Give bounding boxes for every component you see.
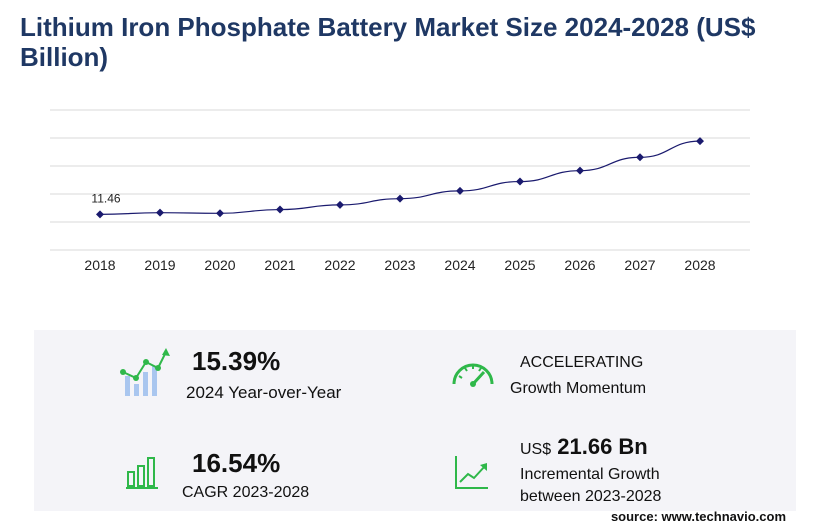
data-point: [156, 208, 164, 217]
cagr-value: 16.54%: [192, 448, 281, 478]
data-point: [276, 205, 284, 214]
data-point: [516, 177, 524, 186]
line-chart: 2018 2019 2020 2021 2022 2023 2024 2025 2026 2027…: [50, 109, 750, 273]
trend-up-icon: [455, 456, 488, 489]
x-axis-ticks: 2018 2019 2020 2021 2022 2023 2024 2025 2026 2027…: [84, 257, 715, 273]
incremental-label-line1: Incremental Growth: [520, 466, 660, 483]
incremental-amount: 21.66 Bn: [557, 434, 648, 459]
x-tick-label: 2024: [444, 257, 475, 273]
source-credit: source: www.technavio.com: [610, 509, 786, 524]
data-point: [216, 209, 224, 218]
data-point: [456, 186, 464, 195]
yoy-value: 15.39%: [192, 346, 281, 376]
momentum-value: ACCELERATING: [520, 354, 644, 371]
data-point: [696, 137, 704, 146]
cagr-label: CAGR 2023-2028: [182, 484, 310, 501]
x-tick-label: 2021: [264, 257, 295, 273]
speedometer-icon: [452, 363, 494, 387]
data-labels: 11.46: [91, 191, 120, 205]
bar-growth-chart-icon: [120, 348, 170, 396]
data-point: [636, 153, 644, 162]
x-tick-label: 2020: [204, 257, 235, 273]
x-tick-label: 2019: [144, 257, 175, 273]
incremental-value: US$ 21.66 Bn: [520, 434, 648, 460]
stats-panel: 15.39% 2024 Year-over-Year ACCELERATING …: [34, 330, 796, 511]
data-point: [336, 200, 344, 209]
bar-chart-icon: [126, 457, 158, 489]
x-tick-label: 2026: [564, 257, 595, 273]
yoy-label: 2024 Year-over-Year: [186, 383, 342, 402]
momentum-label: Growth Momentum: [510, 380, 647, 397]
chart-title: Lithium Iron Phosphate Battery Market Si…: [20, 12, 756, 72]
series-line: [99, 140, 701, 215]
incremental-label-line2: between 2023-2028: [520, 488, 662, 505]
currency-prefix: US$: [520, 441, 552, 458]
x-tick-label: 2022: [324, 257, 355, 273]
data-label: 11.46: [91, 191, 120, 205]
data-point: [576, 166, 584, 175]
data-point: [96, 210, 104, 219]
data-point: [396, 194, 404, 203]
x-tick-label: 2018: [84, 257, 115, 273]
x-tick-label: 2028: [684, 257, 715, 273]
data-points: [96, 137, 704, 219]
x-tick-label: 2027: [624, 257, 655, 273]
gridlines: [50, 109, 750, 251]
x-tick-label: 2025: [504, 257, 535, 273]
x-tick-label: 2023: [384, 257, 415, 273]
